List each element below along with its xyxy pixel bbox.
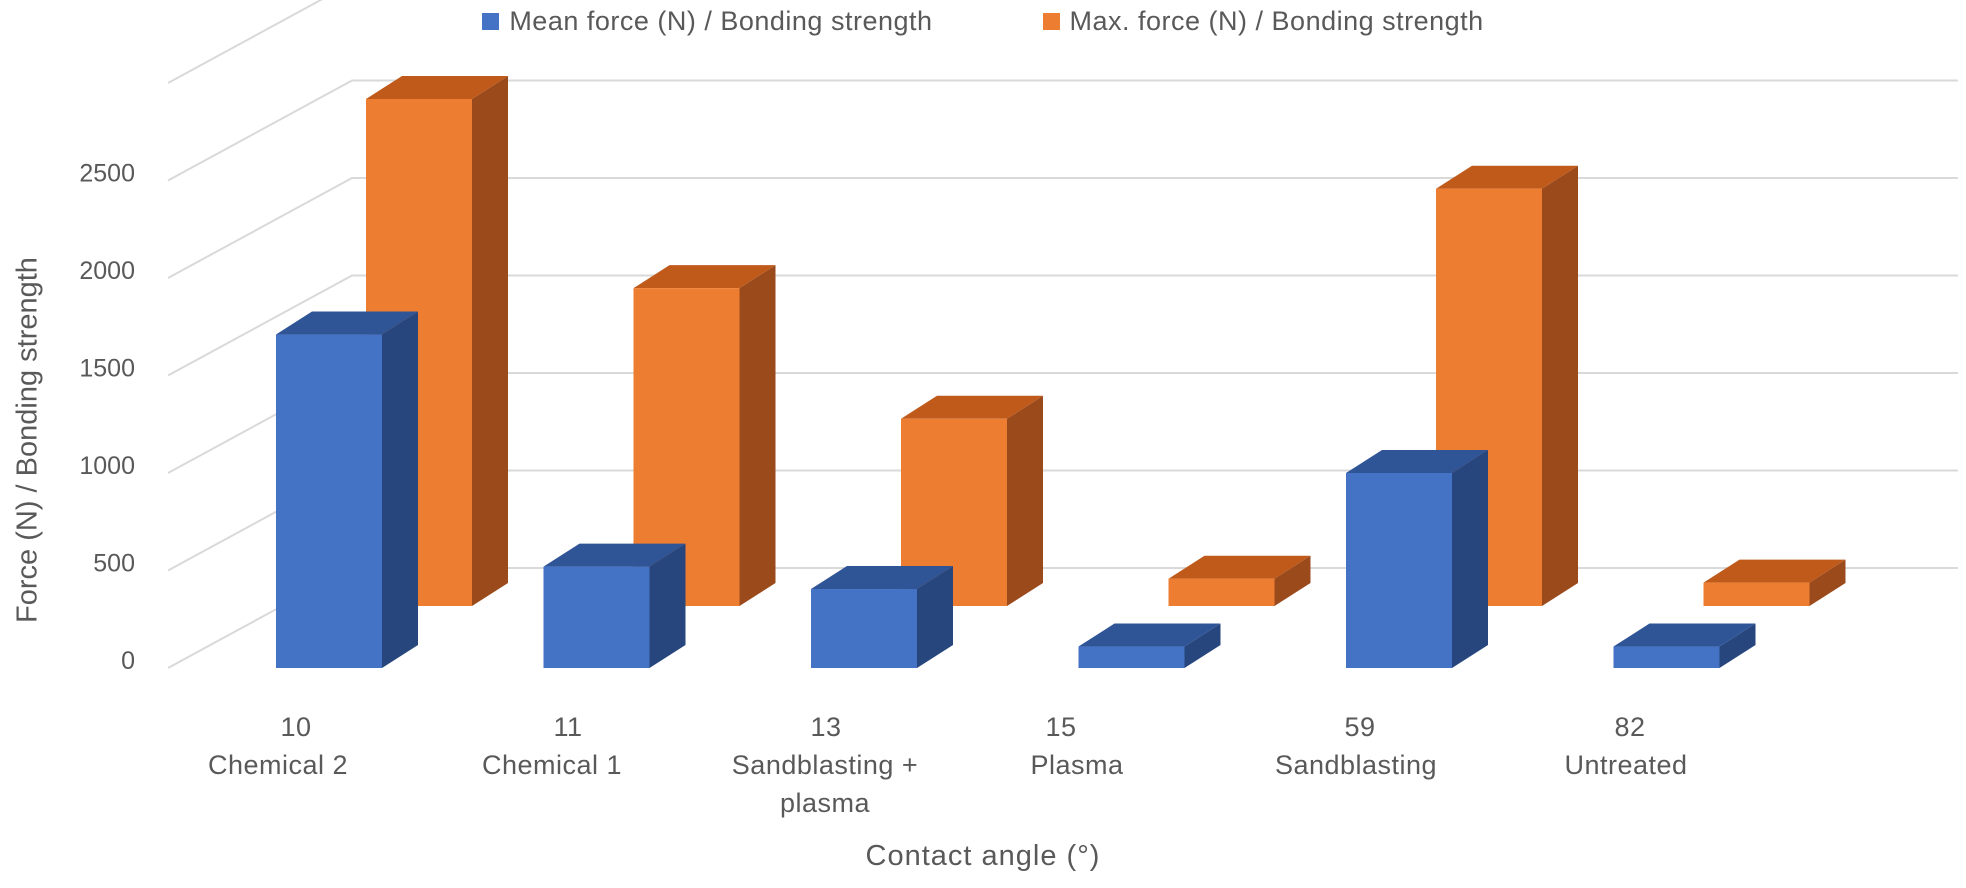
bar-mean-4 [1346, 450, 1488, 668]
bar-front-face [1703, 582, 1810, 606]
bar-top-face [1613, 623, 1756, 647]
bar-side-face [1452, 450, 1488, 668]
gridline [167, 79, 1958, 182]
bar-mean-3 [1078, 623, 1221, 668]
legend-item-max: Max. force (N) / Bonding strength [1042, 6, 1484, 37]
x-tick-treatment: Untreated [1564, 750, 1687, 780]
bar-side-face [1719, 623, 1756, 668]
bar-front-face [811, 589, 917, 668]
bar-side-face [739, 265, 776, 606]
bar-top-face [633, 265, 776, 289]
gridline [167, 177, 1958, 279]
bar-top-face [1703, 559, 1846, 583]
x-tick-label: 13 Sandblasting + plasma [732, 712, 918, 818]
bar-side-face [1007, 395, 1043, 606]
bar-max-1 [633, 265, 776, 606]
bar-mean-5 [1613, 623, 1756, 668]
x-tick-treatment: Chemical 1 [482, 750, 622, 780]
bar-side-face [1809, 559, 1846, 606]
x-tick-treatment: Chemical 2 [208, 750, 348, 780]
bar-max-2 [901, 395, 1043, 606]
x-tick-label: 82 Untreated [1564, 712, 1687, 780]
bar-max-5 [1703, 559, 1846, 606]
x-tick-label: 15 Plasma [1030, 712, 1124, 780]
bar-mean-1 [543, 543, 686, 668]
legend-swatch-max [1042, 13, 1060, 30]
x-tick-treatment: plasma [780, 788, 871, 818]
chart-legend: Mean force (N) / Bonding strength Max. f… [0, 6, 1966, 37]
bar-top-face [1078, 623, 1221, 647]
x-tick-angle: 15 [1045, 712, 1076, 742]
bar-side-face [382, 311, 418, 668]
bar-top-face [1436, 165, 1578, 189]
bar-mean-2 [811, 566, 953, 668]
y-axis-ticks: 0 500 1000 1500 2000 2500 [79, 160, 135, 676]
x-tick-treatment: Sandblasting [1275, 750, 1437, 780]
bar-side-face [1274, 555, 1311, 606]
y-tick-label: 0 [121, 647, 135, 675]
x-tick-angle: 82 [1614, 712, 1645, 742]
bar-front-face [1613, 646, 1720, 668]
bar-top-face [1346, 450, 1488, 473]
legend-item-mean: Mean force (N) / Bonding strength [482, 6, 932, 37]
bar-front-face [276, 334, 382, 668]
x-axis-ticks: 10 Chemical 2 11 Chemical 1 13 Sandblasting +… [208, 712, 1687, 818]
gridline [167, 0, 323, 84]
x-tick-treatment: Sandblasting + [732, 750, 918, 780]
legend-swatch-mean [482, 13, 500, 30]
x-axis-label: Contact angle (°) [865, 840, 1101, 872]
bar-top-face [276, 311, 418, 335]
x-tick-angle: 13 [810, 712, 841, 742]
x-tick-label: 11 Chemical 1 [482, 712, 622, 780]
bar-side-face [1184, 623, 1221, 668]
bar-top-face [366, 76, 508, 99]
x-tick-angle: 59 [1344, 712, 1375, 742]
y-tick-label: 500 [93, 550, 135, 578]
legend-label-max: Max. force (N) / Bonding strength [1069, 6, 1484, 36]
bar-side-face [472, 76, 508, 606]
gridline [167, 274, 1958, 377]
legend-label-mean: Mean force (N) / Bonding strength [509, 6, 933, 36]
bar-top-face [901, 395, 1043, 419]
bar-front-face [1078, 646, 1185, 668]
x-tick-treatment: Plasma [1030, 750, 1124, 780]
y-tick-label: 2500 [79, 160, 135, 188]
bar-side-face [1542, 165, 1578, 606]
bar-front-face [543, 566, 650, 668]
bar-top-face [1168, 555, 1311, 579]
bar-side-face [649, 543, 686, 668]
y-tick-label: 1000 [79, 452, 135, 480]
bar-top-face [543, 543, 686, 567]
bar-front-face [1346, 473, 1452, 668]
bar-top-face [811, 566, 953, 590]
y-tick-label: 2000 [79, 257, 135, 285]
bars [276, 76, 1846, 668]
x-tick-angle: 10 [280, 712, 311, 742]
bar-side-face [917, 566, 953, 668]
x-tick-label: 59 Sandblasting [1275, 712, 1437, 780]
x-tick-label: 10 Chemical 2 [208, 712, 348, 780]
bar-front-face [1168, 578, 1275, 606]
bar-max-3 [1168, 555, 1311, 606]
bar-mean-0 [276, 311, 418, 668]
y-tick-label: 1500 [79, 355, 135, 383]
x-tick-angle: 11 [553, 712, 582, 742]
